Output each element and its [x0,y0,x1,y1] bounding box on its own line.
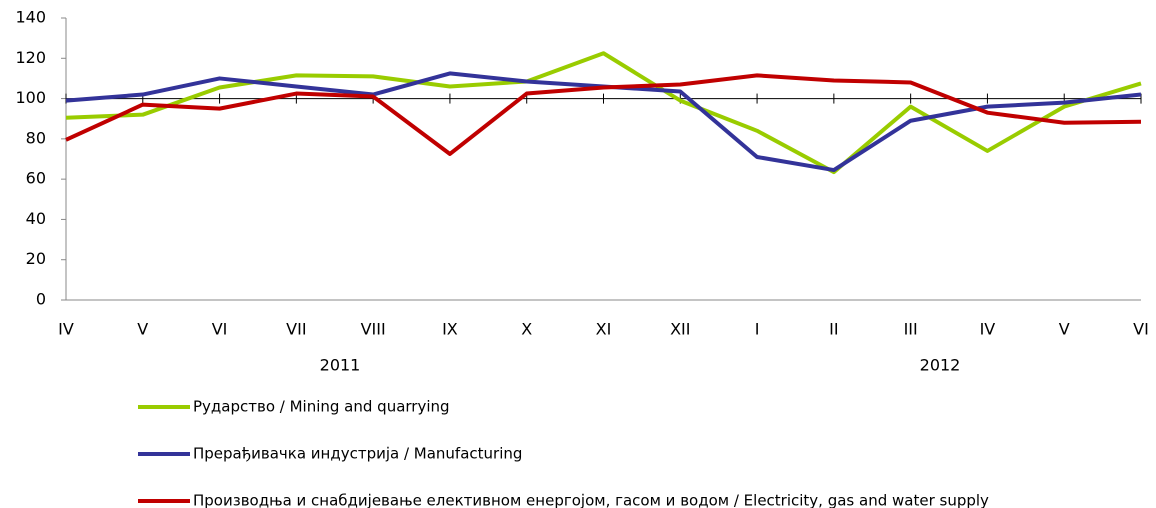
y-tick-label: 140 [15,8,46,27]
series-line [65,73,1142,156]
x-tick-label: VIII [361,320,386,339]
y-tick-label: 80 [26,128,46,147]
x-tick-label: IV [58,320,74,339]
x-tick-label: I [755,320,760,339]
x-tick-label: V [137,320,148,339]
x-tick-label: XI [596,320,612,339]
x-tick-label: IX [442,320,458,339]
x-tick-label: V [1059,320,1070,339]
y-tick-label: 0 [36,290,46,309]
y-tick-label: 100 [15,88,46,107]
y-tick-label: 60 [26,169,46,188]
series-line [65,51,1142,175]
year-label: 2011 [320,356,361,375]
legend-label: Прерађивачка индустрија / Manufacturing [193,445,522,463]
legend-label: Рударство / Mining and quarrying [193,398,450,416]
x-tick-label: IV [980,320,996,339]
y-tick-label: 40 [26,209,46,228]
legend-label: Производња и снабдијевање елективном ене… [193,492,989,508]
x-tick-label: VI [212,320,228,339]
x-tick-label: III [904,320,918,339]
y-tick-label: 20 [26,249,46,268]
x-tick-label: X [521,320,532,339]
x-tick-label: VI [1133,320,1149,339]
y-tick-label: 120 [15,48,46,67]
year-label: 2012 [920,356,961,375]
x-tick-label: XII [670,320,690,339]
x-tick-label: VII [286,320,306,339]
x-tick-label: II [829,320,838,339]
